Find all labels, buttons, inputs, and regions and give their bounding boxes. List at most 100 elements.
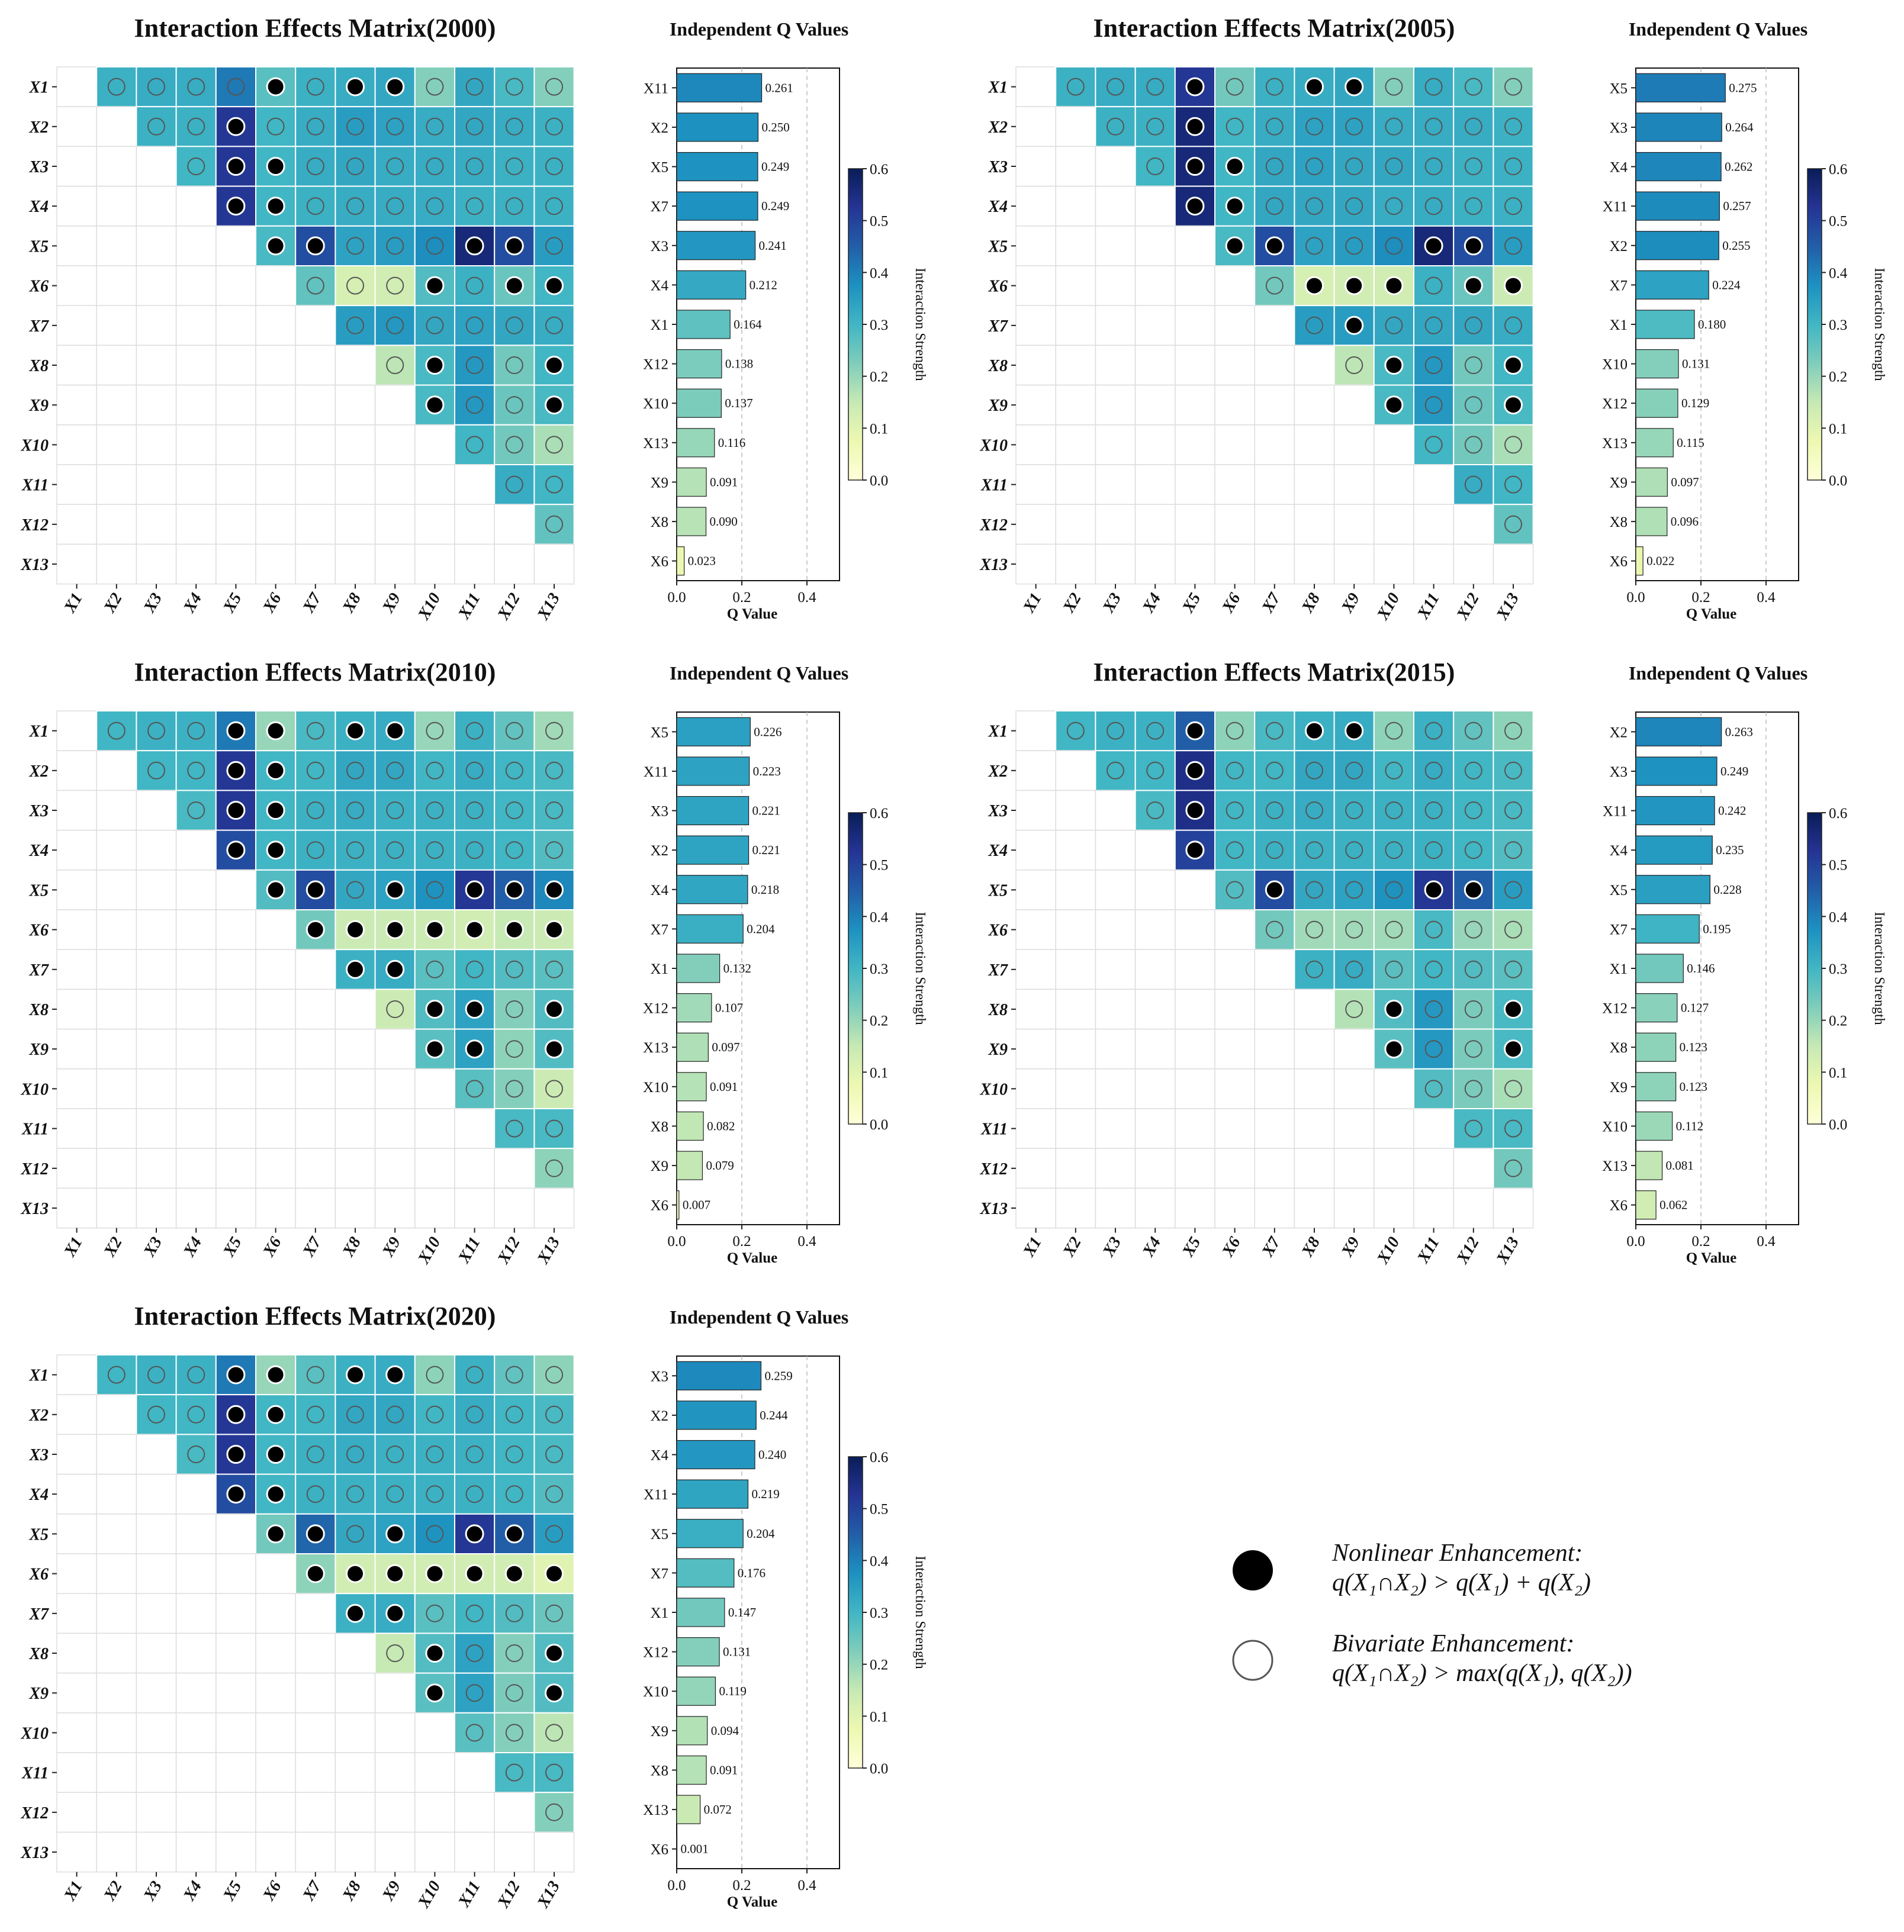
heatmap-cell [1134,750,1176,791]
empty-cell [1015,790,1056,831]
empty-cell [335,384,376,426]
bivariate-marker [346,1485,364,1503]
q-value-label: 0.062 [1659,1198,1687,1212]
empty-cell [255,1028,296,1070]
heatmap-cell [533,750,575,791]
bivariate-marker [545,1445,563,1463]
empty-cell [136,1148,177,1189]
q-bar-label: X13 [643,1802,668,1818]
heatmap-cell [175,1394,217,1435]
panel-4: Interaction Effects Matrix(2020)X1X2X3X4… [20,1302,928,1911]
nonlinear-marker [266,1485,285,1504]
heatmap-cell [1294,829,1335,871]
x-tick-label: X9 [379,1234,405,1261]
bivariate-marker [306,1445,324,1463]
empty-cell [1095,1148,1136,1189]
empty-cell [216,384,256,426]
y-tick-label: X6 [988,922,1008,940]
empty-cell [1095,305,1136,346]
x-tick-label: X4 [1139,1234,1165,1261]
heatmap-cell [295,66,336,108]
q-bar [676,1400,757,1430]
bivariate-marker [1345,157,1363,175]
heatmap-cell [1373,225,1415,266]
q-value-label: 0.129 [1681,396,1709,410]
bivariate-marker [1504,960,1522,978]
empty-cell [1015,988,1056,1030]
bivariate-marker [1504,475,1522,494]
q-value-label: 0.262 [1725,160,1752,174]
empty-cell [1055,870,1096,910]
heatmap-cell [454,344,496,386]
bivariate-marker [465,1405,484,1424]
empty-cell [1294,384,1335,426]
empty-cell [1095,344,1136,386]
bivariate-marker [505,761,523,780]
heatmap-cell [1453,384,1494,426]
empty-cell [175,909,217,950]
heatmap-cell [494,464,535,505]
nonlinear-marker [545,395,564,415]
heatmap-cell [414,1513,455,1555]
empty-cell [374,1672,416,1714]
q-value-label: 0.137 [725,396,752,410]
empty-cell [216,988,256,1030]
bivariate-marker [545,960,563,978]
nonlinear-marker [1185,197,1205,216]
empty-cell [1095,1108,1136,1149]
heatmap-cell [454,265,496,307]
heatmap-title: Interaction Effects Matrix(2005) [1093,14,1455,43]
empty-cell [335,424,376,465]
empty-cell [1294,988,1335,1030]
bivariate-marker [227,78,245,96]
heatmap-cell [374,106,416,147]
empty-cell [1134,1187,1176,1229]
q-bar-label: X6 [650,1842,668,1858]
empty-cell [96,1831,137,1873]
heatmap-cell [533,464,575,505]
empty-cell [1055,384,1096,426]
bivariate-marker [1146,801,1165,819]
bivariate-marker [306,722,324,740]
empty-cell [295,1831,336,1873]
nonlinear-marker [425,395,445,415]
y-tick-label: X7 [988,961,1008,980]
empty-cell [494,1148,535,1189]
heatmap-cell [295,750,336,791]
heatmap-cell [1095,750,1136,791]
heatmap-cell [335,225,376,266]
empty-cell [96,1712,137,1753]
x-tick-label: X7 [1258,590,1284,617]
bivariate-marker [505,801,523,819]
empty-cell [1175,226,1215,266]
bivariate-marker [1265,78,1284,96]
bivariate-marker [346,276,364,295]
nonlinear-marker [1345,77,1364,96]
empty-cell [414,1752,455,1793]
empty-cell [1333,1028,1375,1070]
empty-cell [1095,424,1136,465]
empty-cell [1055,543,1096,585]
empty-cell [255,1752,296,1793]
nonlinear-marker [1225,236,1244,256]
bar-x-tick-label: 0.2 [732,1878,751,1894]
q-bar-label: X13 [1602,1158,1628,1174]
bivariate-marker [1345,237,1363,255]
nonlinear-marker [425,1683,445,1703]
heatmap-cell [494,1068,535,1110]
q-bar-label: X5 [1609,80,1628,96]
bivariate-marker [1226,722,1244,740]
bivariate-marker [1504,436,1522,454]
heatmap-cell [1134,66,1176,108]
empty-cell [335,1187,376,1229]
bivariate-marker [465,436,484,454]
empty-cell [1175,464,1215,505]
bivariate-marker [1305,841,1323,859]
bivariate-marker [306,841,324,859]
bivariate-marker [426,78,444,96]
bivariate-marker [426,1525,444,1543]
q-bar-label: X3 [650,239,668,255]
colorbar-tick-label: 0.1 [870,1709,888,1725]
empty-cell [374,1028,416,1070]
nonlinear-marker [1504,1000,1523,1019]
